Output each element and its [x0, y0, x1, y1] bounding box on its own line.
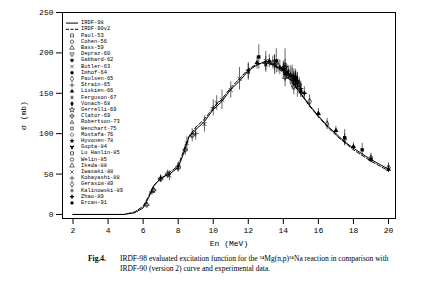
svg-text:Gabbard-62: Gabbard-62	[81, 57, 113, 63]
svg-text:En (MeV): En (MeV)	[210, 239, 248, 248]
svg-text:Paulsen-65: Paulsen-65	[81, 76, 113, 82]
svg-text:Ikeda-88: Ikeda-88	[81, 163, 107, 169]
svg-text:16: 16	[314, 226, 324, 235]
svg-text:250: 250	[39, 8, 54, 17]
svg-text:150: 150	[39, 89, 54, 98]
svg-text:Ercan-91: Ercan-91	[81, 200, 107, 206]
svg-text:Gerasim-89: Gerasim-89	[81, 181, 113, 187]
svg-text:8: 8	[176, 226, 181, 235]
svg-text:Robertson-73: Robertson-73	[81, 119, 120, 125]
svg-text:Hyvonen-78: Hyvonen-78	[81, 138, 113, 144]
svg-text:Kobayashi-88: Kobayashi-88	[81, 175, 120, 181]
svg-text:σ (mb): σ (mb)	[19, 101, 28, 130]
svg-text:100: 100	[39, 129, 54, 138]
svg-text:20: 20	[384, 226, 394, 235]
svg-text:Iwasaki-88: Iwasaki-88	[81, 169, 113, 175]
svg-text:Gupta-84: Gupta-84	[81, 144, 107, 150]
svg-text:12: 12	[243, 226, 253, 235]
svg-text:Paul-53: Paul-53	[81, 33, 104, 39]
svg-text:Clator-69: Clator-69	[81, 113, 110, 119]
svg-text:Depraz-60: Depraz-60	[81, 51, 110, 57]
svg-text:50: 50	[44, 170, 54, 179]
svg-text:Strain-65: Strain-65	[81, 82, 110, 88]
svg-text:Imhof-64: Imhof-64	[81, 70, 107, 76]
svg-text:18: 18	[349, 226, 359, 235]
svg-text:Zhao-89: Zhao-89	[81, 194, 104, 200]
svg-text:10: 10	[208, 226, 218, 235]
svg-text:Wenchart-75: Wenchart-75	[81, 126, 117, 132]
svg-text:Welin-85: Welin-85	[81, 157, 107, 163]
svg-text:14: 14	[279, 226, 289, 235]
svg-text:Butler-63: Butler-63	[81, 64, 110, 70]
svg-text:0: 0	[49, 210, 54, 219]
svg-text:6: 6	[141, 226, 146, 235]
svg-text:Ferguson-67: Ferguson-67	[81, 95, 117, 101]
svg-text:Cohen-56: Cohen-56	[81, 39, 107, 45]
svg-text:Lu Hanlin-85: Lu Hanlin-85	[81, 150, 120, 156]
svg-text:Gerrelli-69: Gerrelli-69	[81, 107, 117, 113]
svg-text:Bass-59: Bass-59	[81, 45, 104, 51]
html-text:Fig.4.: Fig.4.	[88, 254, 106, 263]
svg-text:2: 2	[71, 226, 76, 235]
svg-text:Vonach-68: Vonach-68	[81, 101, 110, 107]
svg-text:Kalinowski-89: Kalinowski-89	[81, 188, 123, 194]
svg-text:IRDF-98: IRDF-98	[81, 20, 104, 26]
svg-text:IRDF-90v2: IRDF-90v2	[81, 26, 110, 32]
svg-text:4: 4	[106, 226, 111, 235]
svg-text:Mostafa-76: Mostafa-76	[81, 132, 113, 138]
svg-text:Liskien-66: Liskien-66	[81, 88, 113, 94]
svg-text:200: 200	[39, 48, 54, 57]
html-text:IRDF-98 evaluated excitation f: IRDF-98 evaluated excitation function fo…	[119, 254, 389, 273]
